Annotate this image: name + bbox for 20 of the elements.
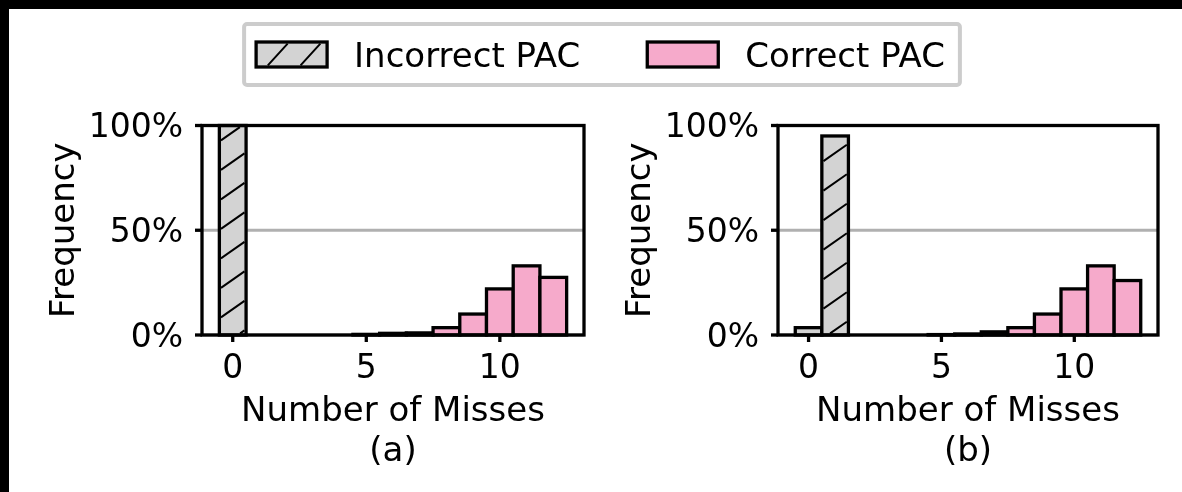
y-tick-label: 50% [685, 211, 759, 251]
x-axis-title: Number of Misses [241, 389, 545, 429]
y-tick-label: 0% [130, 315, 183, 355]
text: (a) [369, 429, 417, 469]
x-tick-label: 0 [798, 347, 820, 386]
legend-label: Incorrect PAC [354, 34, 581, 75]
text: (b) [943, 429, 993, 469]
y-tick-label: 100% [88, 106, 183, 146]
x-axis-title: Number of Misses [816, 389, 1120, 429]
x-tick-label: 5 [355, 347, 377, 386]
x-tick-label: 10 [478, 347, 521, 386]
x-tick-label: 10 [1053, 347, 1096, 386]
legend-label: Correct PAC [745, 34, 945, 75]
y-tick-label: 0% [706, 315, 759, 355]
x-tick-label: 0 [222, 347, 244, 386]
y-tick-label: 50% [109, 211, 183, 251]
x-tick-label: 5 [930, 347, 952, 386]
y-tick-label: 100% [664, 106, 759, 146]
y-axis-title: Frequency [42, 142, 83, 319]
y-axis-title: Frequency [618, 142, 659, 319]
